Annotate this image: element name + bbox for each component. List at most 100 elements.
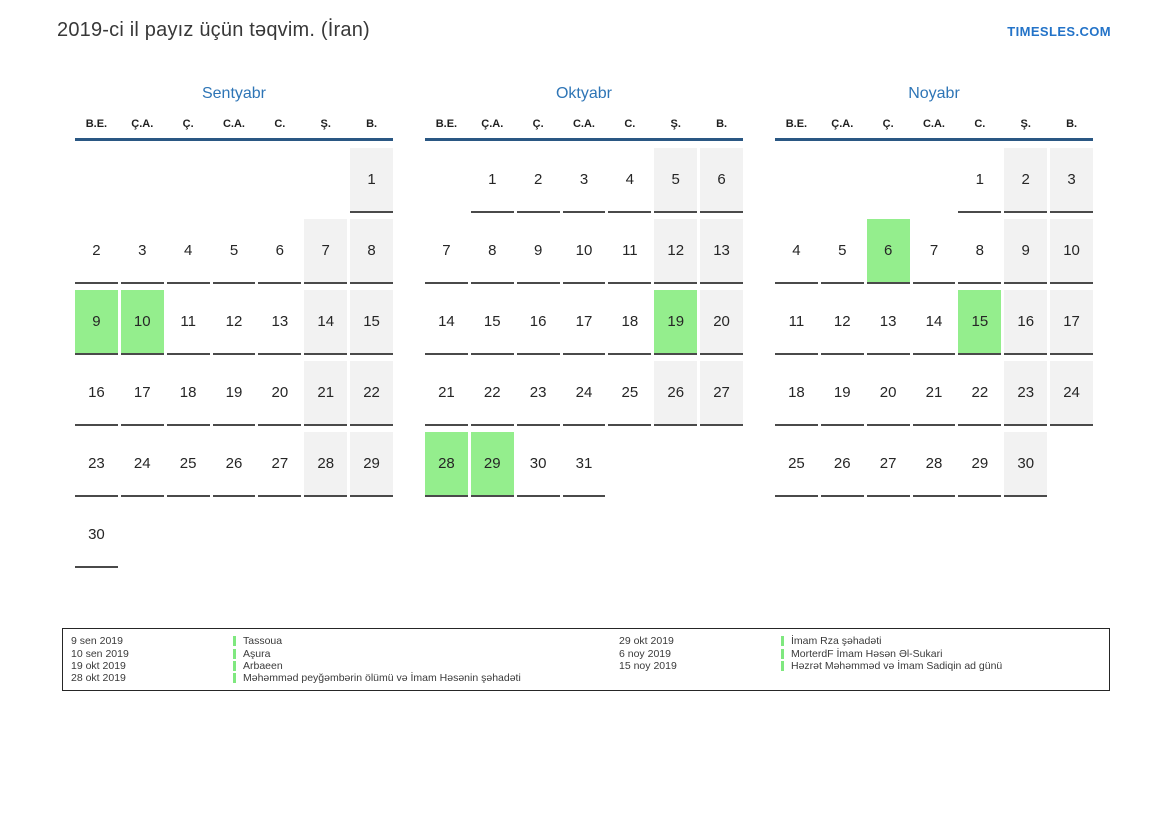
weekday-label: B. [716,118,728,130]
holiday-marker-icon [233,648,236,659]
day-cell: 9 [75,290,118,355]
legend-event: İmam Rza şəhadəti [791,635,882,648]
day-cell: 10 [1050,219,1093,284]
site-link[interactable]: TIMESLES.COM [1007,24,1111,39]
day-cell: 6 [700,148,743,213]
day-cell: 5 [212,219,256,284]
day-cell: 23 [1004,361,1048,426]
legend-entry: 10 sen 2019 Aşura [71,647,619,660]
empty-cell [608,432,651,497]
month-sentyabr: Sentyabr B.E. Ç.A. Ç. C.A. C. Ş. B. 1 2 3 4 5 6 7 8 9 10 1… [75,85,393,574]
day-cell: 24 [120,432,164,497]
day-cell: 11 [166,290,210,355]
weekday-label: Ş. [670,118,681,130]
week-row: 9 10 11 12 13 14 15 [75,290,393,355]
month-noyabr: Noyabr B.E. Ç.A. Ç. C.A. C. Ş. B. 1 2 3 4 5 6 7 8 9 10 11 1… [775,85,1093,574]
holiday-marker-icon [781,636,784,647]
day-cell: 19 [212,361,256,426]
day-cell: 26 [654,361,698,426]
weekday-header-row: B.E. Ç.A. Ç. C.A. C. Ş. B. [75,118,393,141]
week-row: 18 19 20 21 22 23 24 [775,361,1093,426]
empty-cell [913,148,956,213]
day-cell: 8 [470,219,514,284]
day-cell: 16 [75,361,118,426]
day-cell: 15 [350,290,393,355]
weekday-label: C. [274,118,286,130]
weekday-label: B.E. [435,118,458,130]
day-cell: 21 [912,361,956,426]
day-cell: 18 [166,361,210,426]
weeks-grid: 1 2 3 4 5 6 7 8 9 10 11 12 13 14 15 16 17 18 19 20 21 22 23 24 2… [75,148,393,568]
day-cell: 1 [958,148,1002,213]
empty-cell [304,148,347,213]
day-cell: 15 [958,290,1002,355]
weekday-label: C. [624,118,636,130]
holiday-marker-icon [781,648,784,659]
weekday-header-row: B.E. Ç.A. Ç. C.A. C. Ş. B. [425,118,743,141]
week-row: 7 8 9 10 11 12 13 [425,219,743,284]
day-cell: 31 [562,432,606,497]
day-cell: 30 [516,432,560,497]
day-cell: 11 [608,219,652,284]
day-cell: 30 [75,503,118,568]
day-cell: 6 [258,219,302,284]
legend-event: MorterdF İmam Həsən Əl-Sukari [791,647,943,660]
day-cell: 4 [166,219,210,284]
day-cell: 21 [425,361,468,426]
day-cell: 13 [258,290,302,355]
holiday-marker-icon [781,660,784,671]
day-cell: 28 [425,432,468,497]
week-row: 11 12 13 14 15 16 17 [775,290,1093,355]
weekday-label: Ç. [182,118,194,130]
day-cell: 19 [654,290,698,355]
legend-column-2: 29 okt 2019 İmam Rza şəhadəti 6 noy 2019 Mo… [619,635,1002,672]
day-cell: 24 [1050,361,1093,426]
legend-date: 6 noy 2019 [619,647,671,660]
day-cell: 12 [820,290,864,355]
day-cell: 21 [304,361,348,426]
day-cell: 29 [350,432,393,497]
day-cell: 12 [212,290,256,355]
day-cell: 26 [820,432,864,497]
day-cell: 25 [166,432,210,497]
holiday-marker-icon [233,673,236,684]
holiday-marker-icon [233,660,236,671]
day-cell: 5 [820,219,864,284]
month-oktyabr: Oktyabr B.E. Ç.A. Ç. C.A. C. Ş. B. 1 2 3 4 5 6 7 8 9 10 11… [425,85,743,574]
day-cell: 2 [75,219,118,284]
week-row: 30 [75,503,393,568]
weekday-label: Ç.A. [831,118,854,130]
weeks-grid: 1 2 3 4 5 6 7 8 9 10 11 12 13 14 15 16 17 18 19 20 21 22 23 24 2… [425,148,743,497]
weekday-label: C.A. [922,118,945,130]
day-cell: 2 [1004,148,1048,213]
day-cell: 3 [120,219,164,284]
empty-cell [121,148,164,213]
empty-cell [821,148,864,213]
legend-entry: 28 okt 2019 Məhəmməd peyğəmbərin ölümü və… [71,672,619,684]
day-cell: 10 [562,219,606,284]
day-cell: 19 [820,361,864,426]
day-cell: 12 [654,219,698,284]
day-cell: 4 [608,148,652,213]
day-cell: 17 [562,290,606,355]
week-row: 1 [75,148,393,213]
weekday-label: Ş. [1020,118,1031,130]
day-cell: 29 [958,432,1002,497]
legend-event: Arbaeen [243,659,283,672]
day-cell: 26 [212,432,256,497]
empty-cell [775,148,818,213]
day-cell: 16 [1004,290,1048,355]
day-cell: 25 [608,361,652,426]
day-cell: 20 [866,361,910,426]
day-cell: 8 [350,219,393,284]
day-cell: 7 [425,219,468,284]
week-row: 16 17 18 19 20 21 22 [75,361,393,426]
day-cell: 28 [912,432,956,497]
weekday-label: Ç. [532,118,544,130]
day-cell: 28 [304,432,348,497]
day-cell: 20 [700,290,743,355]
week-row: 14 15 16 17 18 19 20 [425,290,743,355]
day-cell: 5 [654,148,698,213]
